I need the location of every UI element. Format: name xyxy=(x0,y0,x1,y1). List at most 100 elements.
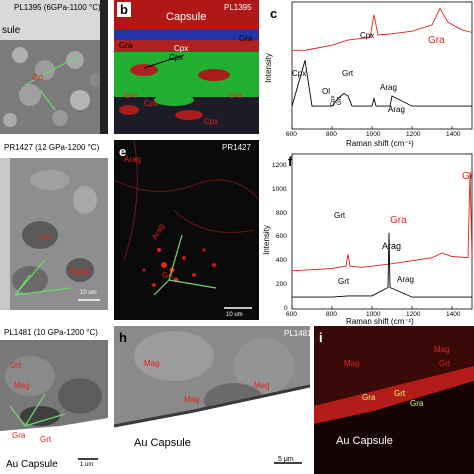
panel-i-letter: i xyxy=(319,330,323,345)
panel-e-image: e PR1427 Arag Arag Grt 10 um xyxy=(114,140,259,320)
panel-e-arag-label: Arag xyxy=(124,155,141,164)
panel-b-phase-map xyxy=(114,0,259,134)
panel-g-mag-label: Mag xyxy=(14,381,30,390)
panel-b-letter: b xyxy=(117,2,131,17)
panel-f-series-0 xyxy=(291,171,473,272)
panel-b-gra-label-1: Gra xyxy=(119,41,133,50)
panel-b-gra-label-4: Gra xyxy=(229,91,243,100)
panel-e-scale: 10 um xyxy=(226,312,243,318)
panel-a-title: PL1395 (6GPa-1100 °C) xyxy=(14,3,101,12)
panel-h-mag-3: Mag xyxy=(184,395,200,404)
panel-a-grt-label: Grt xyxy=(32,73,44,82)
panel-f-xtick: 800 xyxy=(326,311,337,318)
panel-f-ytick: 400 xyxy=(276,257,287,265)
panel-b-cpx-label-3: Cpx xyxy=(144,99,159,108)
panel-d-rwd-label: Rwd xyxy=(70,267,91,278)
panel-i-gra-2: Gra xyxy=(410,399,424,408)
panel-d-texture xyxy=(0,140,108,310)
panel-f-ytick: 200 xyxy=(276,281,287,289)
panel-f-grt-2: Grt xyxy=(338,277,350,286)
panel-c-arag-small: Arag xyxy=(388,105,405,114)
panel-e-map xyxy=(114,140,259,309)
panel-f-chart: f Intensity 600 800 1000 1200 1400 0 200 400 60… xyxy=(262,152,474,327)
panel-b-image: b PL1395 Capsule Gra Gra Cpx Cpx Gra Cpx… xyxy=(114,0,259,134)
panel-i-map xyxy=(314,326,474,474)
panel-h-title: PL1481 xyxy=(284,329,310,338)
panel-c-plot xyxy=(291,1,473,130)
panel-c-gra: Gra xyxy=(428,35,445,46)
panel-f-gra: Gra xyxy=(390,215,407,226)
panel-a-capsule-label: sule xyxy=(2,25,21,36)
panel-c-cpx-small: Cpx xyxy=(330,95,337,107)
panel-f-grt: Grt xyxy=(334,211,346,220)
panel-f-xtick: 1400 xyxy=(446,311,461,318)
panel-f-xtick: 1200 xyxy=(406,311,421,318)
panel-c-xtick: 1000 xyxy=(366,131,381,138)
panel-f-letter: f xyxy=(288,154,293,169)
panel-a-image: PL1395 (6GPa-1100 °C) sule Grt xyxy=(0,0,108,134)
panel-f-ytick: 800 xyxy=(276,209,287,217)
panel-c-series-0 xyxy=(292,7,473,51)
panel-i-capsule: Au Capsule xyxy=(336,435,393,447)
panel-f-ytick: 0 xyxy=(284,305,288,312)
panel-h-scale: 5 μm xyxy=(278,456,294,463)
panel-b-cpx-label-4: Cpx xyxy=(204,117,219,126)
panel-e-title: PR1427 xyxy=(222,143,251,152)
panel-f-ytick: 1000 xyxy=(272,185,287,193)
panel-g-grt-label: Grt xyxy=(10,361,22,370)
panel-c-cpx-left: Cpx xyxy=(292,69,307,78)
panel-b-gra-label-3: Gra xyxy=(124,91,138,100)
panel-i-grt-1: Grt xyxy=(439,359,451,368)
panel-c-xtick: 1200 xyxy=(406,131,421,138)
panel-c-arag: Arag xyxy=(380,83,397,92)
panel-e-grt-label: Grt xyxy=(162,271,174,280)
panel-c-ol: Ol xyxy=(322,87,330,96)
panel-c-series-1 xyxy=(291,60,472,107)
panel-g-gra-label: Gra xyxy=(12,431,26,440)
panel-g-image: PL1481 (10 GPa-1200 °C) Grt Mag Gra Grt … xyxy=(0,326,108,474)
panel-f-xtick: 1000 xyxy=(366,311,381,318)
panel-b-gra-label-2: Gra xyxy=(239,34,253,43)
panel-d-grt-label: Grt xyxy=(40,233,52,242)
panel-e-letter: e xyxy=(119,144,127,159)
panel-c-grt-small: Grt xyxy=(337,96,344,106)
panel-h-image: h PL1481 Mag Mag Mag Au Capsule 5 μm xyxy=(114,326,310,474)
panel-d-scale: 10 um xyxy=(80,290,97,296)
panel-c-xlabel: Raman shift (cm⁻¹) xyxy=(346,139,414,148)
panel-i-mag-2: Mag xyxy=(434,345,450,354)
panel-b-cpx-label-2: Cpx xyxy=(169,53,184,62)
panel-d-image: PR1427 (12 GPa-1200 °C) Grt Rwd 10 um xyxy=(0,140,108,310)
panel-c-xtick: 800 xyxy=(326,131,337,138)
panel-g-texture xyxy=(0,326,108,474)
panel-b-cpx-label-1: Cpx xyxy=(174,44,189,53)
panel-h-mag-2: Mag xyxy=(254,381,270,390)
panel-c-cpx-top: Cpx xyxy=(360,31,375,40)
panel-f-xlabel: Raman shift (cm⁻¹) xyxy=(346,317,414,326)
panel-h-letter: h xyxy=(119,330,127,345)
panel-c-chart: c Intensity 600 800 1000 1200 1400 Raman shi… xyxy=(262,0,474,150)
panel-a-texture xyxy=(0,0,108,134)
panel-g-grt-label-2: Grt xyxy=(40,435,52,444)
panel-f-frame xyxy=(291,153,473,310)
panel-g-title: PL1481 (10 GPa-1200 °C) xyxy=(4,328,98,337)
panel-f-gra-right: Gr xyxy=(462,171,474,182)
panel-f-series-1 xyxy=(292,232,472,298)
panel-c-letter: c xyxy=(270,6,278,21)
panel-d-title: PR1427 (12 GPa-1200 °C) xyxy=(4,143,100,152)
panel-c-xtick: 1400 xyxy=(446,131,461,138)
panel-c-frame xyxy=(291,1,473,130)
panel-h-texture xyxy=(114,331,310,474)
panel-h-mag-1: Mag xyxy=(144,359,160,368)
panel-f-ytick: 600 xyxy=(276,233,287,241)
panel-f-plot xyxy=(291,153,473,310)
panel-f-arag-2: Arag xyxy=(397,275,414,284)
panel-i-mag-1: Mag xyxy=(344,359,360,368)
panel-b-capsule-label: Capsule xyxy=(166,11,207,23)
panel-i-image: i Mag Mag Grt Gra Grt Gra Au Capsule xyxy=(314,326,474,474)
panel-i-gra-1: Gra xyxy=(362,393,376,402)
panel-c-xtick: 600 xyxy=(286,131,297,138)
panel-g-scale: 1 um xyxy=(80,462,94,468)
panel-h-capsule: Au Capsule xyxy=(134,437,191,449)
panel-c-grt: Grt xyxy=(342,69,354,78)
panel-f-arag: Arag xyxy=(382,241,402,251)
